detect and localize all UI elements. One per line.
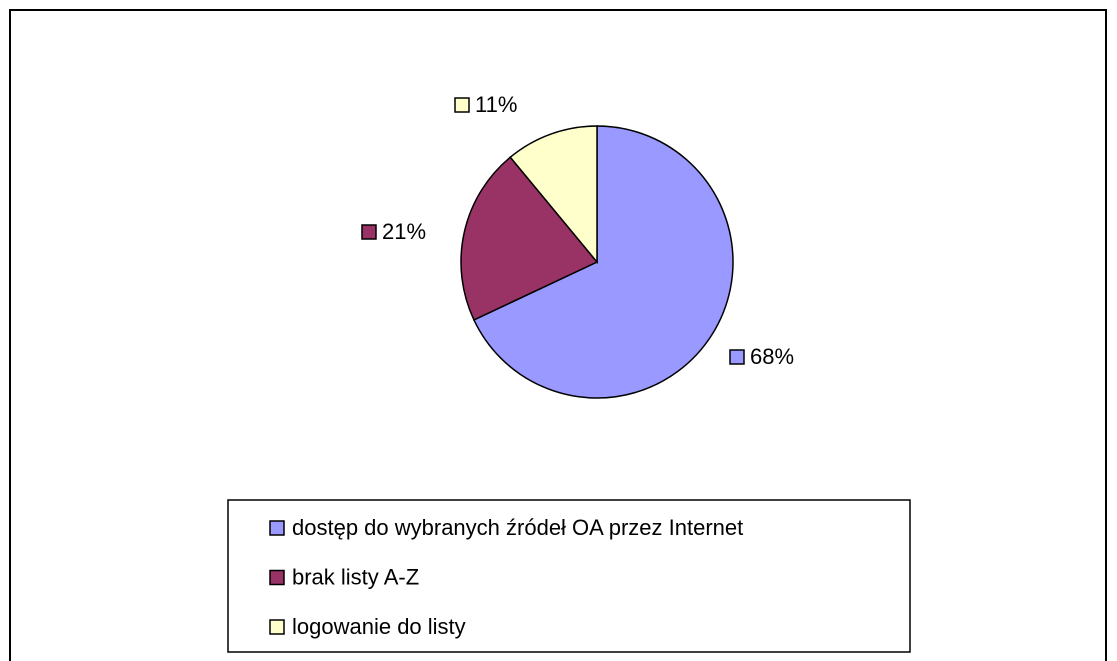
- pie-slice: [460, 156, 599, 321]
- data-label-key: [454, 97, 470, 113]
- data-label: 68%: [750, 344, 794, 369]
- pie-slice: [472, 125, 734, 399]
- legend-key: [269, 569, 285, 586]
- data-label-key: [361, 224, 377, 240]
- data-label: 21%: [382, 219, 426, 244]
- legend-key: [269, 619, 285, 635]
- legend-label: dostęp do wybranych źródeł OA przez Inte…: [292, 515, 743, 540]
- legend-label: brak listy A-Z: [292, 564, 419, 589]
- data-label: 11%: [475, 92, 517, 117]
- legend-box: [227, 499, 911, 653]
- data-label-key: [729, 349, 745, 365]
- pie-slice: [509, 125, 598, 265]
- legend-label: logowanie do listy: [292, 614, 466, 639]
- legend-key: [269, 520, 285, 536]
